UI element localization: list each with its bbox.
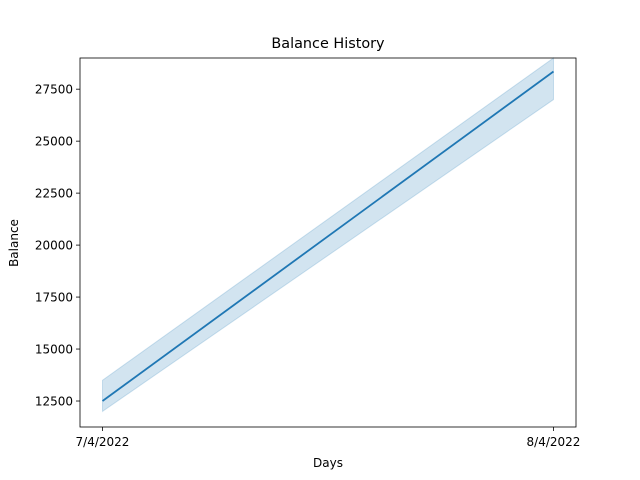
y-tick-label: 22500: [35, 187, 73, 201]
y-tick-label: 20000: [35, 239, 73, 253]
y-tick-label: 27500: [35, 83, 73, 97]
y-tick-label: 25000: [35, 135, 73, 149]
plot-area: [101, 57, 555, 413]
y-tick-label: 15000: [35, 343, 73, 357]
x-tick-label: 8/4/2022: [527, 435, 581, 449]
y-tick-label: 17500: [35, 291, 73, 305]
chart-title: Balance History: [271, 36, 385, 52]
y-tick-label: 12500: [35, 395, 73, 409]
x-axis-label: Days: [313, 456, 343, 470]
x-tick-label: 7/4/2022: [76, 435, 130, 449]
y-axis: 12500 15000 17500 20000 22500 25000 27500: [35, 83, 80, 409]
series-line: [101, 70, 555, 402]
plot-frame: [79, 57, 577, 428]
y-axis-label: Balance: [7, 219, 21, 267]
x-axis: 7/4/2022 8/4/2022: [76, 427, 581, 449]
